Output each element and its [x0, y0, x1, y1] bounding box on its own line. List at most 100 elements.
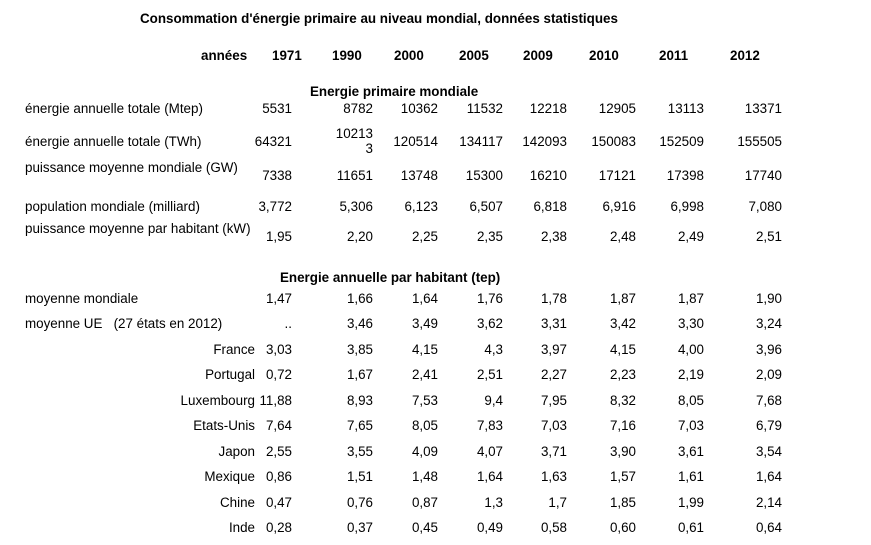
table-cell: 8,32 — [609, 393, 636, 408]
table-cell: 7,53 — [411, 393, 438, 408]
table-cell: 150083 — [591, 134, 636, 149]
table-cell: 0,45 — [411, 520, 438, 535]
table-cell: 0,49 — [476, 520, 503, 535]
year-header-2009: 2009 — [523, 48, 553, 63]
table-cell: 3,54 — [755, 444, 782, 459]
table-cell: 2,19 — [677, 367, 704, 382]
table-cell: 2,55 — [265, 444, 292, 459]
table-cell: 17121 — [598, 168, 636, 183]
table-cell: 3,71 — [540, 444, 567, 459]
year-header-2012: 2012 — [730, 48, 760, 63]
table-cell: 2,41 — [411, 367, 438, 382]
table-cell: 5531 — [262, 101, 292, 116]
row-label: Portugal — [205, 367, 255, 382]
row-label: France — [213, 342, 255, 357]
table-cell: 3,90 — [609, 444, 636, 459]
table-cell: 6,507 — [469, 199, 503, 214]
table-cell: 1,87 — [677, 291, 704, 306]
page-title: Consommation d'énergie primaire au nivea… — [140, 11, 618, 26]
table-cell: 7,080 — [748, 199, 782, 214]
table-cell: 2,35 — [476, 229, 503, 244]
table-cell: 3,03 — [265, 342, 292, 357]
table-cell: 64321 — [254, 134, 292, 149]
table-cell: 1,57 — [609, 469, 636, 484]
table-cell: 12905 — [598, 101, 636, 116]
table-cell: 6,916 — [602, 199, 636, 214]
table-cell: 8,05 — [677, 393, 704, 408]
table-cell: 3,55 — [346, 444, 373, 459]
year-header-1990: 1990 — [332, 48, 362, 63]
table-cell: 3,31 — [540, 316, 567, 331]
table-cell: 6,998 — [670, 199, 704, 214]
table-cell: 5,306 — [339, 199, 373, 214]
table-cell: 1,85 — [609, 495, 636, 510]
table-cell: 1,7 — [548, 495, 567, 510]
table-cell: 120514 — [393, 134, 438, 149]
table-cell: 3,49 — [411, 316, 438, 331]
table-cell: 13113 — [667, 101, 704, 116]
table-cell: 1,51 — [346, 469, 373, 484]
table-cell: 8,93 — [346, 393, 373, 408]
table-cell: 1,47 — [265, 291, 292, 306]
table-cell: 3,96 — [755, 342, 782, 357]
table-cell: 142093 — [522, 134, 567, 149]
row-label: puissance moyenne mondiale (GW) — [25, 160, 238, 175]
table-cell: 2,23 — [609, 367, 636, 382]
table-cell: 2,49 — [677, 229, 704, 244]
year-header-2005: 2005 — [459, 48, 489, 63]
year-header-2000: 2000 — [394, 48, 424, 63]
table-cell: 10362 — [400, 101, 438, 116]
table-cell: 4,3 — [484, 342, 503, 357]
row-label: moyenne mondiale — [25, 291, 139, 306]
table-cell: 8782 — [343, 101, 373, 116]
table-cell: 10213 3 — [335, 126, 373, 156]
table-cell: 17398 — [666, 168, 704, 183]
table-cell: 7338 — [262, 168, 292, 183]
year-header-2010: 2010 — [589, 48, 619, 63]
table-cell: 0,60 — [609, 520, 636, 535]
table-cell: 1,48 — [411, 469, 438, 484]
row-label: Japon — [218, 444, 255, 459]
table-cell: 2,51 — [755, 229, 782, 244]
table-cell: 0,72 — [265, 367, 292, 382]
table-cell: 3,62 — [476, 316, 503, 331]
table-cell: 2,38 — [540, 229, 567, 244]
table-cell: 7,83 — [476, 418, 503, 433]
table-cell: 1,76 — [476, 291, 503, 306]
row-label: Mexique — [204, 469, 255, 484]
table-cell: 0,87 — [411, 495, 438, 510]
table-cell: 3,30 — [677, 316, 704, 331]
section-title-primary-energy: Energie primaire mondiale — [310, 84, 479, 99]
table-cell: 1,64 — [755, 469, 782, 484]
table-cell: 6,79 — [755, 418, 782, 433]
row-label: Etats-Unis — [193, 418, 255, 433]
table-cell: .. — [284, 316, 292, 331]
table-cell: 1,3 — [484, 495, 503, 510]
table-cell: 7,64 — [265, 418, 292, 433]
row-label: Inde — [228, 520, 255, 535]
table-cell: 11532 — [466, 101, 503, 116]
table-cell: 4,00 — [677, 342, 704, 357]
table-cell: 8,05 — [411, 418, 438, 433]
table-cell: 3,772 — [258, 199, 292, 214]
table-cell: 3,46 — [346, 316, 373, 331]
table-cell: 2,09 — [755, 367, 782, 382]
table-cell: 7,03 — [540, 418, 567, 433]
row-label: population mondiale (milliard) — [25, 199, 200, 214]
table-cell: 6,818 — [533, 199, 567, 214]
table-cell: 4,07 — [476, 444, 503, 459]
table-cell: 17740 — [744, 168, 782, 183]
table-cell: 1,95 — [265, 229, 292, 244]
table-cell: 1,64 — [411, 291, 438, 306]
table-cell: 2,51 — [476, 367, 503, 382]
table-cell: 0,58 — [540, 520, 567, 535]
table-cell: 1,90 — [755, 291, 782, 306]
table-cell: 4,15 — [609, 342, 636, 357]
table-cell: 7,65 — [346, 418, 373, 433]
year-header-2011: 2011 — [659, 48, 689, 63]
table-cell: 0,86 — [265, 469, 292, 484]
table-cell: 6,123 — [404, 199, 438, 214]
table-cell: 9,4 — [484, 393, 503, 408]
year-header-1971: 1971 — [272, 48, 302, 63]
